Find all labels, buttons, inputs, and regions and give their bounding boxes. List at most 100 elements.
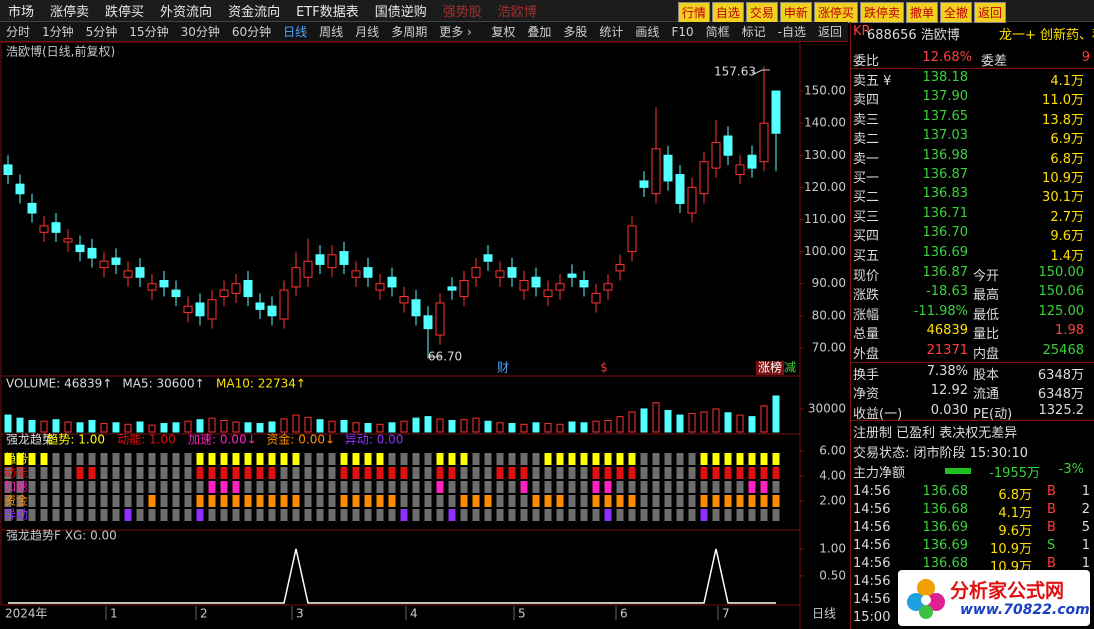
menu-item[interactable]: 资金流向	[228, 5, 281, 20]
volume-bar	[4, 414, 12, 433]
y-tick-label: 130.00	[804, 148, 846, 162]
candle-body	[675, 174, 685, 204]
volume-bar	[448, 419, 456, 433]
volume-bar	[424, 416, 432, 433]
signal-cell-bg	[172, 467, 180, 479]
volume-bar	[292, 414, 300, 433]
signal-cell-bg	[544, 509, 552, 521]
period-tab[interactable]: 5分钟	[85, 25, 118, 39]
volume-bar	[484, 420, 492, 433]
quote-cell: B	[1047, 502, 1056, 517]
signal-cell-bg	[520, 509, 528, 521]
period-tab[interactable]: 更多 ›	[439, 25, 472, 39]
signal-cell-bg	[184, 509, 192, 521]
tool-button[interactable]: F10	[671, 24, 694, 39]
signal-cell-bg	[52, 467, 60, 479]
volume-bar	[328, 420, 336, 433]
quote-cell: 136.71	[922, 205, 969, 221]
volume-bar	[76, 422, 84, 433]
tool-button[interactable]: -自选	[777, 25, 806, 39]
period-tab[interactable]: 1分钟	[42, 25, 74, 39]
period-tab[interactable]: 多周期	[391, 25, 428, 39]
volume-bar	[16, 417, 24, 433]
tool-button[interactable]: 统计	[599, 25, 624, 39]
signal-cell-bg	[76, 495, 84, 507]
menu-item[interactable]: 市场	[8, 5, 35, 20]
signal-cell	[448, 453, 456, 465]
quick-button[interactable]: 涨停买	[813, 2, 858, 23]
candle-body	[75, 244, 85, 253]
tool-button[interactable]: 返回	[817, 25, 842, 39]
quote-cell: 卖一	[853, 151, 880, 167]
menu-item[interactable]: 国债逆购	[374, 5, 427, 20]
quote-cell: PE(动)	[973, 406, 1013, 422]
candle-body	[87, 247, 97, 259]
quote-cell: 136.87	[922, 167, 969, 182]
signal-cell-bg	[148, 509, 156, 521]
signal-cell	[40, 453, 48, 465]
signal-cell	[364, 453, 372, 465]
signal-cell	[4, 453, 12, 465]
signal-cell-bg	[124, 453, 132, 465]
annotation: $	[600, 361, 608, 375]
signal-cell-bg	[160, 509, 168, 521]
tool-button[interactable]: 叠加	[527, 25, 552, 39]
signal-cell-bg	[496, 509, 504, 521]
volume-bar	[112, 422, 120, 433]
quick-button[interactable]: 行情	[677, 2, 710, 23]
signal-cell	[436, 453, 444, 465]
candle-body	[159, 279, 169, 288]
period-tab[interactable]: 60分钟	[231, 25, 272, 39]
quote-cell: 12.68%	[922, 50, 972, 65]
signal-cell-bg	[568, 481, 576, 493]
signal-cell-bg	[136, 467, 144, 479]
signal-cell	[340, 495, 348, 507]
quick-button[interactable]: 撤单	[905, 2, 938, 23]
signal-cell-bg	[328, 495, 336, 507]
quick-button[interactable]: 自选	[711, 2, 744, 23]
period-tab[interactable]: 分时	[6, 25, 31, 39]
menu-item[interactable]: 涨停卖	[50, 5, 90, 20]
signal-cell-bg	[652, 467, 660, 479]
quick-button[interactable]: 跌停卖	[859, 2, 904, 23]
period-tab[interactable]: 月线	[355, 25, 380, 39]
quote-cell: 内盘	[973, 346, 1000, 362]
tool-button[interactable]: 简框	[705, 25, 730, 39]
quote-cell: 0.030	[930, 402, 968, 418]
tool-button[interactable]: 多股	[563, 25, 588, 39]
menu-item[interactable]: 浩欧博	[497, 5, 537, 20]
quote-cell: 买一	[853, 171, 880, 186]
menu-item[interactable]: ETF数据表	[296, 5, 359, 20]
signal-cell-bg	[712, 481, 720, 493]
legend-entry: VOLUME: 46839↑	[6, 377, 112, 391]
quick-button[interactable]: 交易	[745, 2, 778, 23]
signal-cell	[340, 453, 348, 465]
quick-button[interactable]: 返回	[973, 2, 1006, 23]
quote-cell: 2	[1081, 502, 1090, 517]
menu-item[interactable]: 强势股	[442, 5, 482, 20]
legend-entry: 趋势: 1.00	[46, 433, 105, 447]
candle-body	[771, 90, 781, 134]
volume-bar	[592, 420, 600, 433]
signal-cell-bg	[244, 509, 252, 521]
quick-button[interactable]: 申新	[779, 2, 812, 23]
candle-body	[303, 260, 313, 278]
period-tab[interactable]: 15分钟	[129, 25, 169, 39]
menu-item[interactable]: 跌停买	[105, 5, 145, 20]
signal-cell	[244, 495, 252, 507]
period-tab[interactable]: 周线	[319, 25, 344, 39]
signal-cell-bg	[412, 495, 420, 507]
tool-button[interactable]: 复权	[491, 25, 516, 39]
quick-button[interactable]: 全撤	[939, 2, 972, 23]
signal-cell-bg	[304, 453, 312, 465]
period-tab[interactable]: 30分钟	[180, 25, 220, 39]
signal-cell-bg	[220, 509, 228, 521]
quote-cell: 136.83	[922, 186, 969, 202]
tool-button[interactable]: 画线	[635, 25, 660, 39]
quote-cell: 46839	[926, 323, 968, 339]
signal-cell	[196, 495, 204, 507]
period-tab[interactable]: 日线	[283, 25, 308, 39]
tool-button[interactable]: 标记	[741, 25, 766, 39]
signal-cell	[232, 453, 240, 465]
menu-item[interactable]: 外资流向	[160, 5, 213, 20]
